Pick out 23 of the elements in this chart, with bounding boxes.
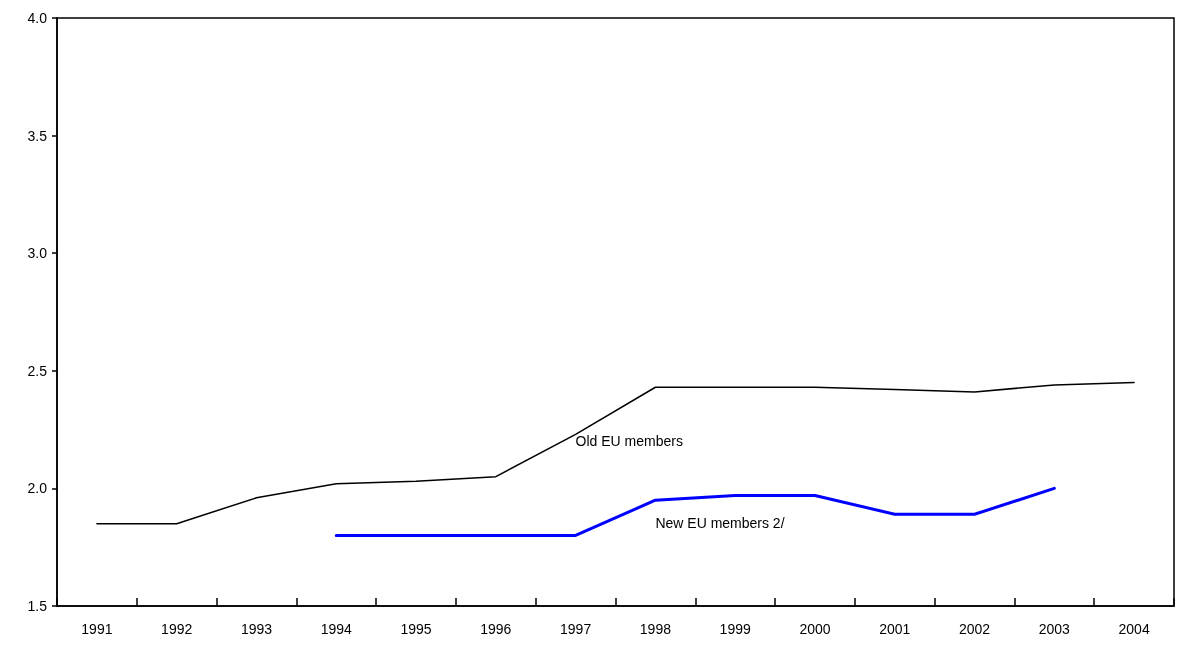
series-label: New EU members 2/ [655, 514, 785, 531]
x-tick-label: 2004 [1118, 621, 1150, 637]
y-tick-label: 4.0 [27, 10, 48, 26]
x-tick-label: 1993 [240, 621, 273, 637]
y-tick-label: 2.0 [27, 480, 48, 497]
y-tick-label: 1.5 [27, 598, 48, 614]
x-tick-label: 1997 [560, 621, 592, 637]
line-series [334, 486, 1056, 537]
x-tick-label: 2001 [879, 621, 911, 637]
y-tick-label: 3.0 [27, 245, 48, 262]
x-tick-label: 1998 [639, 621, 672, 637]
series-label: Old EU members [575, 433, 683, 450]
x-tick-label: 1991 [81, 621, 113, 637]
x-tick-label: 2002 [958, 621, 991, 637]
x-tick-label: 1995 [400, 621, 432, 637]
y-tick-label: 3.5 [27, 127, 48, 144]
x-tick-label: 1994 [320, 621, 353, 637]
x-tick-label: 1999 [719, 621, 751, 637]
x-tick-label: 1996 [480, 621, 512, 637]
x-tick-label: 1992 [161, 621, 193, 637]
x-tick-label: 2000 [799, 621, 831, 637]
x-tick-label: 2003 [1038, 621, 1071, 637]
y-tick-label: 2.5 [27, 362, 48, 379]
